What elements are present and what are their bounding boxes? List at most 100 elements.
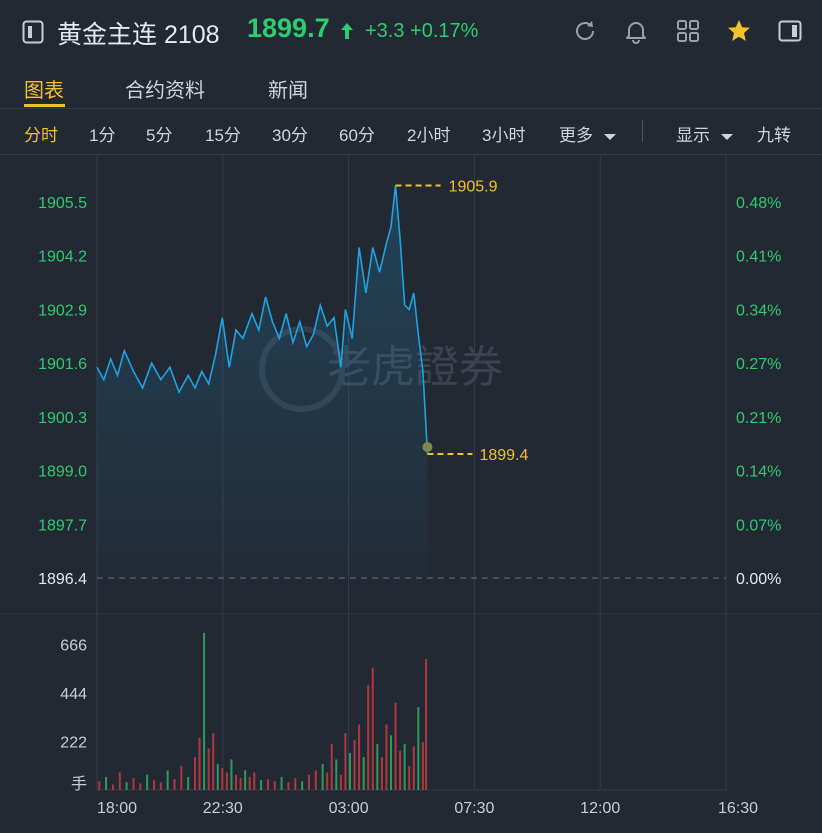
volume-bar [180, 765, 183, 790]
volume-bar [294, 777, 297, 790]
volume-tick-label: 222 [60, 735, 87, 752]
display-label: 显示 [676, 126, 710, 145]
tab-chart[interactable]: 图表 [24, 80, 64, 102]
volume-bar [344, 733, 347, 790]
volume-bar [371, 667, 374, 790]
volume-bar [362, 757, 365, 790]
active-tab-indicator [24, 104, 65, 107]
more-label: 更多 [559, 126, 593, 145]
volume-bar [403, 744, 406, 790]
volume-bar [260, 780, 263, 790]
volume-bar [301, 781, 304, 790]
tab-contract-info[interactable]: 合约资料 [125, 80, 205, 102]
caret-down-icon [720, 133, 733, 140]
volume-bar [385, 724, 388, 790]
period-2h[interactable]: 2小时 [407, 126, 451, 145]
volume-bar [118, 772, 121, 790]
volume-bar [330, 744, 333, 790]
time-tick-label: 12:00 [580, 800, 620, 817]
more-menu[interactable]: 更多 [559, 121, 616, 146]
period-3h[interactable]: 3小时 [482, 126, 526, 145]
price-area [97, 185, 428, 578]
period-1m[interactable]: 1分 [89, 126, 116, 145]
time-tick-label: 18:00 [97, 800, 137, 817]
pct-tick-label: 0.41% [736, 249, 781, 266]
tab-news[interactable]: 新闻 [268, 80, 308, 102]
pct-tick-label: 0.00% [736, 571, 781, 588]
volume-bar [353, 739, 356, 790]
bell-icon[interactable] [623, 18, 649, 44]
price-tick-label: 1899.0 [38, 464, 87, 481]
volume-bar [203, 632, 206, 790]
volume-bar [273, 781, 276, 790]
volume-bar [139, 783, 142, 790]
pct-tick-label: 0.48% [736, 195, 781, 212]
volume-bar [280, 776, 283, 790]
display-menu[interactable]: 显示 [676, 121, 733, 146]
volume-bar [152, 780, 155, 790]
volume-bar [417, 707, 420, 790]
volume-bar [187, 776, 190, 790]
arrow-up-icon [341, 23, 353, 39]
time-tick-label: 16:30 [718, 800, 758, 817]
volume-bar [173, 779, 176, 790]
back-icon[interactable] [22, 20, 44, 44]
volume-tick-label: 666 [60, 638, 87, 655]
change-percent: +0.17% [410, 20, 479, 42]
price-change: +3.3 +0.17% [365, 20, 478, 43]
volume-bar [193, 757, 196, 790]
time-tick-label: 03:00 [329, 800, 369, 817]
period-30m[interactable]: 30分 [272, 126, 308, 145]
star-icon[interactable] [726, 18, 752, 44]
volume-tick-label: 444 [60, 686, 87, 703]
period-5m[interactable]: 5分 [146, 126, 173, 145]
grid-icon[interactable] [675, 18, 701, 44]
volume-bar [132, 777, 135, 790]
period-15m[interactable]: 15分 [205, 126, 241, 145]
volume-bar [376, 744, 379, 790]
caret-down-icon [603, 133, 616, 140]
volume-bar [244, 770, 247, 790]
price-tick-label: 1896.4 [38, 571, 87, 588]
volume-bar [287, 782, 290, 790]
chart-grid [0, 154, 822, 791]
volume-bars [98, 632, 428, 790]
change-value: +3.3 [365, 20, 405, 42]
high-marker-label: 1905.9 [449, 178, 498, 195]
volume-bar [198, 737, 201, 790]
volume-bar [380, 757, 383, 790]
refresh-icon[interactable] [572, 18, 598, 44]
nine-turn-indicator[interactable]: 九转 [757, 126, 791, 145]
divider [642, 120, 643, 142]
volume-bar [266, 779, 269, 790]
time-tick-label: 07:30 [454, 800, 494, 817]
volume-bar [146, 774, 149, 790]
volume-bar [412, 746, 415, 790]
volume-bar [389, 735, 392, 790]
volume-bar [166, 770, 169, 790]
price-tick-label: 1901.6 [38, 356, 87, 373]
time-tick-label: 22:30 [203, 800, 243, 817]
price-markers: 1905.9 1899.4 [395, 178, 528, 464]
volume-bar [248, 776, 251, 790]
volume-bar [421, 741, 424, 790]
volume-bar [335, 759, 338, 790]
tab-bar: 图表 合约资料 新闻 [0, 64, 822, 109]
volume-bar [253, 772, 256, 790]
period-60m[interactable]: 60分 [339, 126, 375, 145]
volume-bar [348, 752, 351, 790]
pct-tick-label: 0.34% [736, 302, 781, 319]
axis-labels: 1905.5 1904.2 1902.9 1901.6 1900.3 1899.0 1897… [38, 195, 781, 817]
price-tick-label: 1897.7 [38, 517, 87, 534]
price-line [96, 185, 429, 455]
volume-bar [425, 658, 428, 790]
sidebar-icon[interactable] [777, 18, 803, 44]
volume-bar [225, 772, 228, 790]
volume-bar [111, 784, 114, 790]
price-tick-label: 1904.2 [38, 249, 87, 266]
pct-tick-label: 0.27% [736, 356, 781, 373]
volume-bar [230, 759, 233, 790]
period-timeshare[interactable]: 分时 [24, 126, 58, 145]
volume-bar [212, 733, 215, 790]
